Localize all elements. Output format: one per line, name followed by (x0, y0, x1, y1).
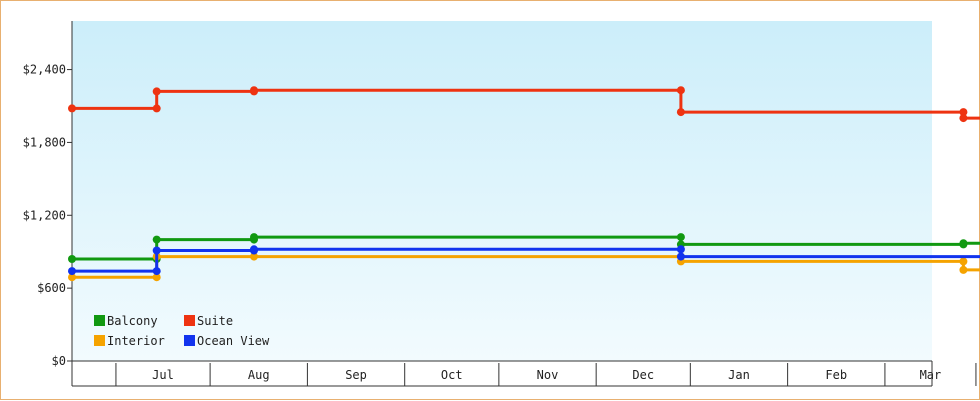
legend-label: Interior (107, 334, 165, 348)
data-point (152, 273, 161, 282)
x-axis: JulAugSepOctNovDecJanFebMarAprMayJunJulA… (71, 360, 977, 387)
y-tick-label: $2,400 (23, 63, 66, 77)
data-point (250, 233, 258, 242)
data-point (959, 257, 968, 266)
legend-swatch (94, 315, 105, 326)
data-point (959, 114, 968, 123)
series-line-historical (72, 235, 980, 261)
y-tick-label: $600 (37, 281, 66, 295)
data-point (152, 87, 161, 96)
data-point (676, 245, 685, 254)
x-tick-label: Mar (920, 368, 942, 382)
data-point (152, 246, 161, 255)
x-tick-label: Aug (248, 368, 270, 382)
data-point (68, 104, 76, 113)
series-lines (68, 86, 980, 282)
x-tick-label: Nov (537, 368, 559, 382)
data-point (959, 265, 968, 274)
data-point (250, 86, 258, 95)
legend-label: Suite (197, 314, 233, 328)
x-tick-label: Sep (345, 368, 367, 382)
series-line-historical (72, 247, 980, 273)
data-point (676, 233, 685, 242)
data-point (68, 273, 76, 282)
y-tick-label: $1,200 (23, 208, 66, 222)
data-point (250, 245, 258, 254)
data-point (959, 239, 968, 248)
legend-label: Ocean View (197, 334, 270, 348)
x-tick-label: Oct (441, 368, 463, 382)
legend-swatch (184, 315, 195, 326)
data-point (959, 108, 968, 117)
y-tick-label: $0 (52, 354, 66, 368)
data-point (152, 267, 161, 276)
data-point (68, 267, 76, 276)
legend-label: Balcony (107, 314, 158, 328)
plot-background (72, 21, 932, 361)
legend-swatch (94, 335, 105, 346)
x-tick-label: Jul (152, 368, 174, 382)
x-tick-label: Feb (825, 368, 847, 382)
data-point (676, 252, 685, 261)
data-point (68, 255, 76, 263)
data-point (676, 108, 685, 117)
y-axis: $0 $600 $1,200 $1,800 $2,400 (23, 21, 73, 368)
legend: Balcony Suite Interior Ocean View (94, 314, 270, 348)
data-point (250, 252, 258, 261)
data-point (676, 86, 685, 95)
x-tick-label: Jan (728, 368, 750, 382)
legend-swatch (184, 335, 195, 346)
x-tick-label: Dec (632, 368, 654, 382)
y-tick-label: $1,800 (23, 135, 66, 149)
data-point (152, 235, 161, 244)
data-point (152, 104, 161, 113)
